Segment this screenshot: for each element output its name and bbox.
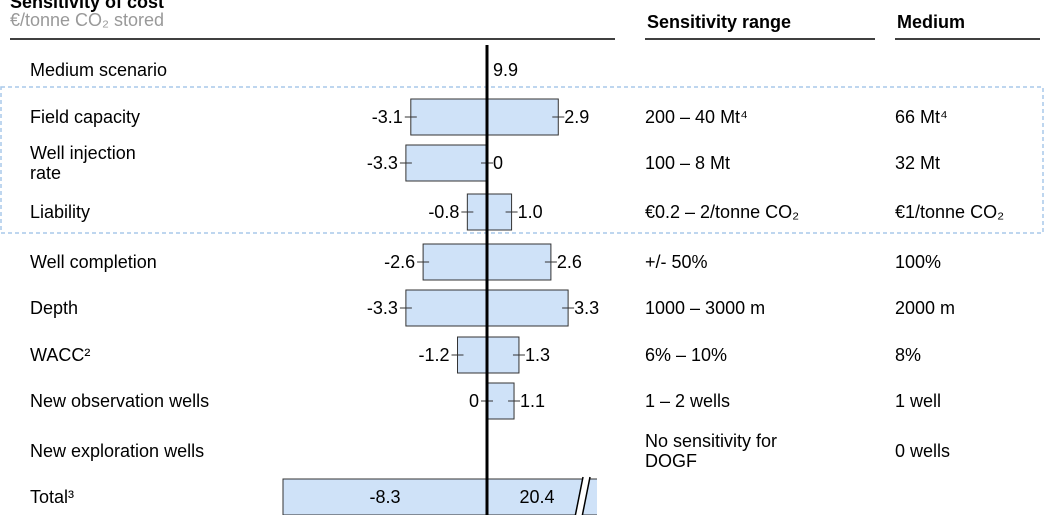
chart-title: Sensitivity of cost — [10, 0, 165, 12]
value-label: 20.4 — [519, 487, 555, 507]
value-label: 0 — [468, 391, 479, 411]
value-label: -0.8 — [428, 202, 460, 222]
range-text: 200 – 40 Mt⁴ — [645, 107, 748, 127]
row-label: Well completion — [30, 252, 157, 272]
value-label: 0 — [493, 153, 504, 173]
bar — [486, 478, 597, 515]
row-label: WACC² — [30, 345, 91, 365]
range-text: 6% – 10% — [645, 345, 728, 365]
bar — [410, 98, 488, 136]
value-label: 9.9 — [493, 60, 519, 80]
value-label: 3.3 — [574, 298, 600, 318]
value-label: -3.1 — [371, 107, 403, 127]
medium-text: 0 wells — [895, 441, 951, 461]
row-label: Medium scenario — [30, 60, 168, 80]
row-label: Well injection rate — [30, 143, 136, 183]
value-label: 1.1 — [520, 391, 546, 411]
value-label: -3.3 — [366, 153, 398, 173]
value-label: 1.0 — [517, 202, 543, 222]
medium-text: 8% — [895, 345, 922, 365]
row-label: Total³ — [30, 487, 75, 507]
row-label: Depth — [30, 298, 79, 318]
value-label: -3.3 — [366, 298, 398, 318]
value-label: -1.2 — [418, 345, 450, 365]
value-label: 1.3 — [524, 345, 550, 365]
value-label: -2.6 — [384, 252, 416, 272]
value-label: 2.6 — [556, 252, 582, 272]
column-header: Sensitivity range — [647, 12, 792, 32]
row-label: New observation wells — [30, 391, 210, 411]
axis-break — [581, 476, 591, 515]
value-label: 2.9 — [564, 107, 590, 127]
range-text: 100 – 8 Mt — [645, 153, 731, 173]
highlight-box — [0, 86, 1044, 234]
medium-text: 32 Mt — [895, 153, 941, 173]
bar — [422, 243, 488, 281]
bar — [405, 289, 488, 327]
medium-text: €1/tonne CO₂ — [895, 202, 1005, 222]
row-label: Liability — [30, 202, 91, 222]
bar — [282, 478, 488, 515]
range-text: €0.2 – 2/tonne CO₂ — [645, 202, 800, 222]
range-text: +/- 50% — [645, 252, 708, 272]
bar — [486, 289, 569, 327]
axis-break — [575, 477, 590, 515]
bar — [486, 98, 559, 136]
value-label: -8.3 — [369, 487, 401, 507]
range-text: 1000 – 3000 m — [645, 298, 766, 318]
row-label: Field capacity — [30, 107, 141, 127]
range-text: No sensitivity for DOGF — [645, 431, 778, 471]
chart-subtitle: €/tonne CO₂ stored — [10, 10, 165, 30]
range-text: 1 – 2 wells — [645, 391, 731, 411]
bar — [486, 243, 552, 281]
row-label: New exploration wells — [30, 441, 205, 461]
column-header: Medium — [897, 12, 966, 32]
medium-text: 1 well — [895, 391, 942, 411]
medium-text: 2000 m — [895, 298, 956, 318]
bar — [405, 144, 488, 182]
medium-text: 100% — [895, 252, 942, 272]
axis-break — [574, 476, 584, 515]
medium-text: 66 Mt⁴ — [895, 107, 948, 127]
